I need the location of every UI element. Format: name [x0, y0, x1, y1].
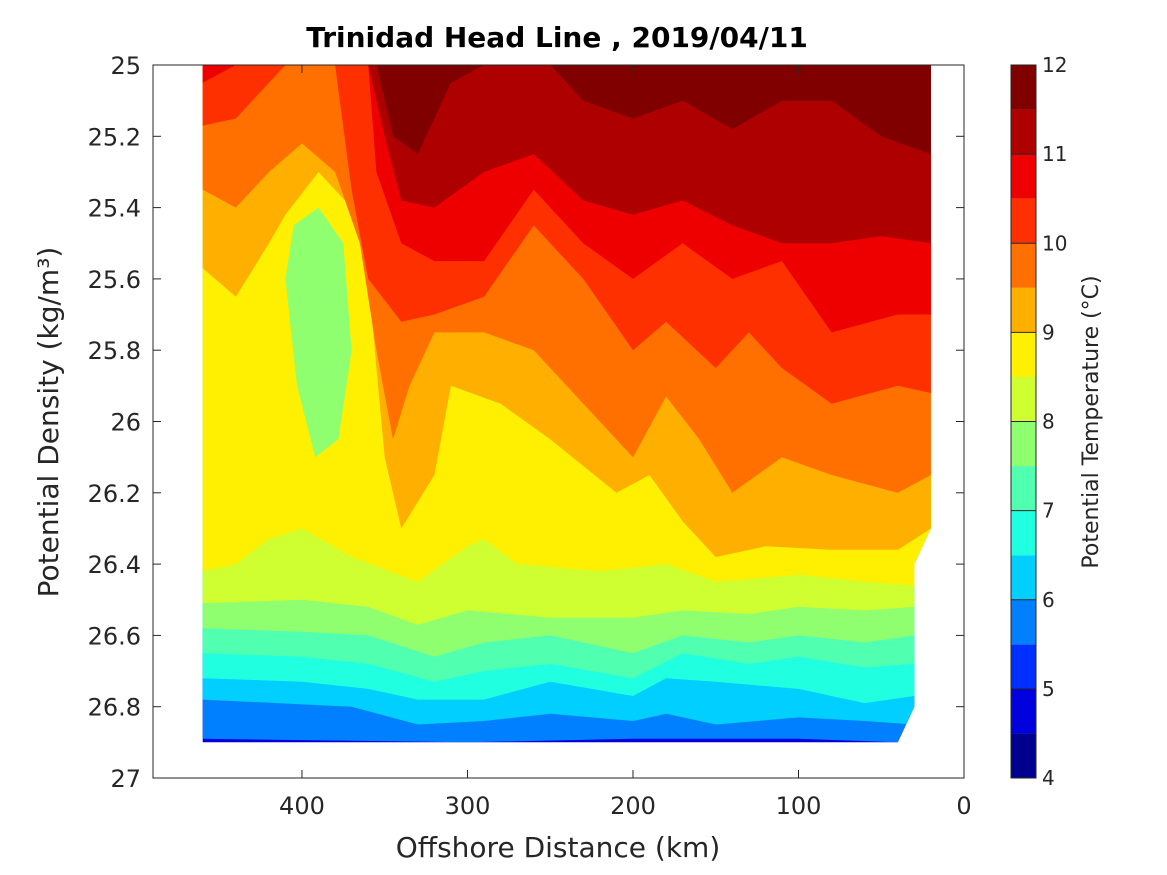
- contour-layer: [202, 65, 931, 743]
- colorbar-ticks: 4 5 6 7 8 9 10 11 12: [1011, 53, 1067, 790]
- colorbar-tick-label: 5: [1042, 677, 1055, 701]
- x-axis: 400 300 200 100 0: [279, 65, 972, 820]
- y-tick-label: 25.8: [88, 337, 141, 365]
- colorbar-segment: [1011, 287, 1036, 333]
- colorbar-segment: [1011, 243, 1036, 288]
- y-tick-label: 26.6: [88, 622, 141, 650]
- y-tick-label: 27: [110, 765, 141, 793]
- colorbar-segment: [1011, 109, 1036, 155]
- x-axis-label: Offshore Distance (km): [396, 831, 721, 864]
- x-tick-label: 100: [776, 792, 822, 820]
- colorbar-tick-label: 7: [1042, 499, 1055, 523]
- colorbar-tick-label: 12: [1042, 53, 1067, 77]
- colorbar-segment: [1011, 332, 1036, 377]
- colorbar-segment: [1011, 65, 1036, 110]
- y-tick-label: 25: [110, 52, 141, 80]
- x-tick-label: 0: [956, 792, 971, 820]
- colorbar-tick-label: 9: [1042, 320, 1055, 344]
- chart-title: Trinidad Head Line , 2019/04/11: [306, 21, 808, 54]
- contour-band-12: [202, 65, 931, 155]
- colorbar-segment: [1011, 599, 1036, 645]
- colorbar-tick-label: 11: [1042, 142, 1067, 166]
- colorbar-label: Potential Temperature (°C): [1079, 275, 1104, 568]
- contour-region-0: [285, 207, 352, 458]
- y-tick-label: 26.4: [88, 551, 141, 579]
- colorbar-segment: [1011, 688, 1036, 734]
- y-axis: 25 25.2 25.4 25.6 25.8 26 26.2 26.4 26.6 26.8 27: [88, 52, 964, 793]
- colorbar-segment: [1011, 510, 1036, 556]
- colorbar-segment: [1011, 733, 1036, 778]
- colorbar-segment: [1011, 198, 1036, 244]
- colorbar-segment: [1011, 154, 1036, 199]
- colorbar-segment: [1011, 644, 1036, 689]
- y-tick-label: 26.2: [88, 480, 141, 508]
- x-tick-label: 300: [445, 792, 491, 820]
- x-tick-label: 200: [610, 792, 656, 820]
- colorbar-segment: [1011, 466, 1036, 511]
- colorbar-tick-label: 4: [1042, 766, 1055, 790]
- colorbar-segment: [1011, 376, 1036, 422]
- y-tick-label: 26.8: [88, 694, 141, 722]
- colorbar: [1010, 64, 1037, 779]
- colorbar-tick-label: 6: [1042, 588, 1055, 612]
- y-tick-label: 25.4: [88, 195, 141, 223]
- colorbar-tick-label: 8: [1042, 410, 1055, 434]
- y-tick-label: 25.6: [88, 266, 141, 294]
- y-tick-label: 26: [110, 409, 141, 437]
- y-tick-label: 25.2: [88, 123, 141, 151]
- colorbar-segment: [1011, 421, 1036, 467]
- colorbar-segment: [1011, 555, 1036, 600]
- y-axis-label: Potential Density (kg/m³): [32, 247, 65, 598]
- colorbar-tick-label: 10: [1042, 231, 1067, 255]
- x-tick-label: 400: [279, 792, 325, 820]
